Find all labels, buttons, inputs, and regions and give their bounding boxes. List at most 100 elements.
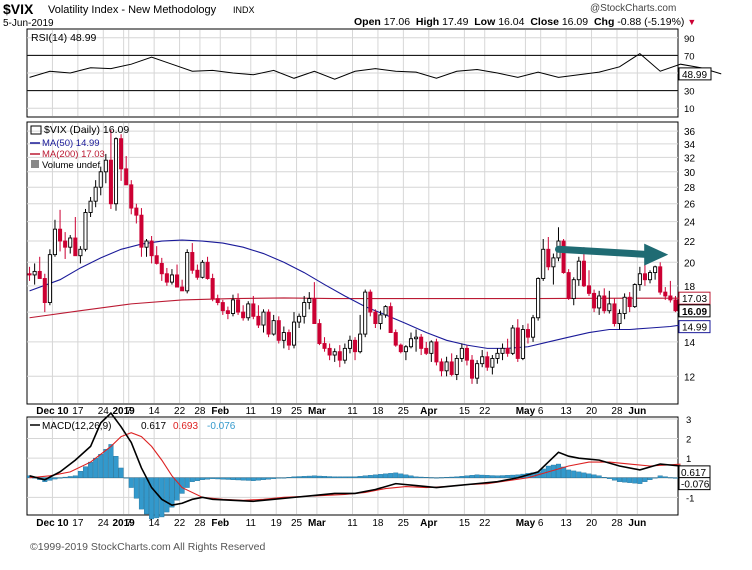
macd-histogram-bar bbox=[601, 477, 607, 478]
x-axis-label: 14 bbox=[149, 518, 161, 529]
candle-body bbox=[383, 306, 388, 316]
candle-body bbox=[673, 299, 678, 312]
ohlc-readout: Open 17.06 High 17.49 Low 16.04 Close 16… bbox=[354, 16, 696, 28]
candle-body bbox=[541, 248, 546, 279]
macd-histogram-bar bbox=[408, 475, 414, 478]
x-axis-label: Mar bbox=[308, 518, 326, 529]
macd-histogram-bar bbox=[215, 477, 221, 480]
candle-body bbox=[73, 237, 78, 257]
candle-body bbox=[571, 279, 576, 300]
candle-body bbox=[246, 303, 251, 319]
macd-histogram-bar bbox=[352, 476, 358, 478]
price-tick-label: 22 bbox=[684, 237, 696, 248]
candle-body bbox=[637, 273, 642, 286]
macd-histogram-bar bbox=[327, 476, 333, 478]
macd-histogram-bar bbox=[489, 475, 495, 478]
macd-legend-signal: 0.693 bbox=[173, 421, 198, 432]
close-value-label: 16.09 bbox=[682, 307, 707, 318]
candle-body bbox=[63, 240, 68, 248]
candle-body bbox=[220, 302, 225, 312]
candle-body bbox=[129, 184, 134, 209]
candle-body bbox=[215, 298, 220, 303]
chg-label: Chg bbox=[593, 16, 615, 28]
ma50-line bbox=[29, 239, 681, 349]
macd-signal-line bbox=[29, 432, 681, 501]
candle-body bbox=[27, 273, 32, 276]
candle-body bbox=[648, 272, 653, 281]
candle-body bbox=[149, 240, 154, 257]
candle-body bbox=[632, 284, 637, 308]
candle-body bbox=[236, 299, 241, 313]
open-label: Open bbox=[354, 16, 381, 28]
candle-body bbox=[515, 327, 520, 359]
candle-body bbox=[475, 363, 480, 379]
ma50-value-box bbox=[678, 320, 711, 334]
macd-legend-hist: -0.076 bbox=[207, 421, 236, 432]
candle-body bbox=[271, 320, 276, 335]
x-axis-label: 18 bbox=[372, 406, 384, 417]
x-axis-label: 19 bbox=[271, 518, 283, 529]
candle-body bbox=[139, 214, 144, 248]
candle-body bbox=[159, 262, 164, 275]
ma200-value-label: 17.03 bbox=[682, 294, 707, 305]
candle-body bbox=[98, 171, 103, 188]
macd-histogram-bar bbox=[433, 477, 439, 479]
candle-body bbox=[592, 292, 597, 309]
candle-body bbox=[342, 347, 347, 361]
macd-histogram-bar bbox=[322, 476, 328, 478]
macd-histogram-bar bbox=[566, 469, 572, 478]
x-axis-label: 6 bbox=[538, 518, 544, 529]
macd-histogram-bar bbox=[337, 476, 343, 478]
rsi-legend: RSI(14) 48.99 bbox=[31, 32, 97, 44]
macd-histogram-bar bbox=[464, 475, 470, 478]
macd-line bbox=[29, 411, 681, 507]
macd-histogram-bar bbox=[77, 471, 83, 478]
candle-body bbox=[368, 291, 373, 313]
macd-histogram-bar bbox=[647, 477, 653, 480]
macd-histogram-bar bbox=[500, 475, 506, 478]
macd-histogram-bar bbox=[311, 475, 317, 478]
macd-histogram-bar bbox=[286, 477, 292, 478]
price-tick-label: 28 bbox=[684, 183, 696, 194]
close-label: Close bbox=[530, 16, 559, 28]
candle-body bbox=[286, 332, 291, 346]
macd-histogram-bar bbox=[428, 477, 434, 479]
candle-body bbox=[68, 237, 73, 248]
candle-body bbox=[449, 361, 454, 375]
macd-histogram-bar bbox=[591, 474, 597, 478]
candle-body bbox=[83, 212, 88, 250]
x-axis-label: 2019 bbox=[113, 518, 136, 529]
macd-histogram-bar bbox=[138, 477, 144, 510]
candle-body bbox=[195, 269, 200, 278]
copyright-footer: ©1999-2019 StockCharts.com All Rights Re… bbox=[30, 541, 266, 553]
ma200-legend: MA(200) 17.03 bbox=[42, 149, 105, 160]
macd-histogram-bar bbox=[632, 477, 638, 484]
x-axis-label: 20 bbox=[586, 518, 598, 529]
candle-body bbox=[225, 310, 230, 314]
macd-histogram-bar bbox=[377, 474, 383, 478]
macd-histogram-bar bbox=[586, 473, 592, 478]
macd-histogram-bar bbox=[672, 477, 678, 479]
price-tick-label: 26 bbox=[684, 200, 696, 211]
macd-histogram-bar bbox=[637, 477, 643, 484]
volume-legend-icon bbox=[31, 160, 39, 168]
macd-histogram-bar bbox=[154, 477, 160, 519]
ma50-value-label: 14.99 bbox=[682, 323, 707, 334]
price-tick-label: 36 bbox=[684, 127, 696, 138]
macd-histogram-bar bbox=[271, 477, 277, 479]
macd-histogram-bar bbox=[255, 477, 261, 481]
candle-body bbox=[525, 329, 530, 338]
candle-body bbox=[108, 159, 113, 205]
chg-value: -0.88 (-5.19%) bbox=[617, 16, 685, 28]
high-value: 17.49 bbox=[442, 16, 469, 28]
macd-histogram-bar bbox=[617, 477, 623, 482]
x-axis-label: 11 bbox=[246, 406, 257, 417]
candle-body bbox=[32, 270, 37, 276]
watermark: @StockCharts.com bbox=[590, 3, 677, 14]
rsi-tick-label: 70 bbox=[684, 51, 695, 62]
macd-histogram-bar bbox=[418, 476, 424, 478]
x-axis-label: 11 bbox=[347, 406, 358, 417]
candle-body bbox=[124, 168, 129, 186]
x-axis-label: May bbox=[516, 406, 536, 417]
macd-tick-label: 1 bbox=[686, 454, 691, 465]
